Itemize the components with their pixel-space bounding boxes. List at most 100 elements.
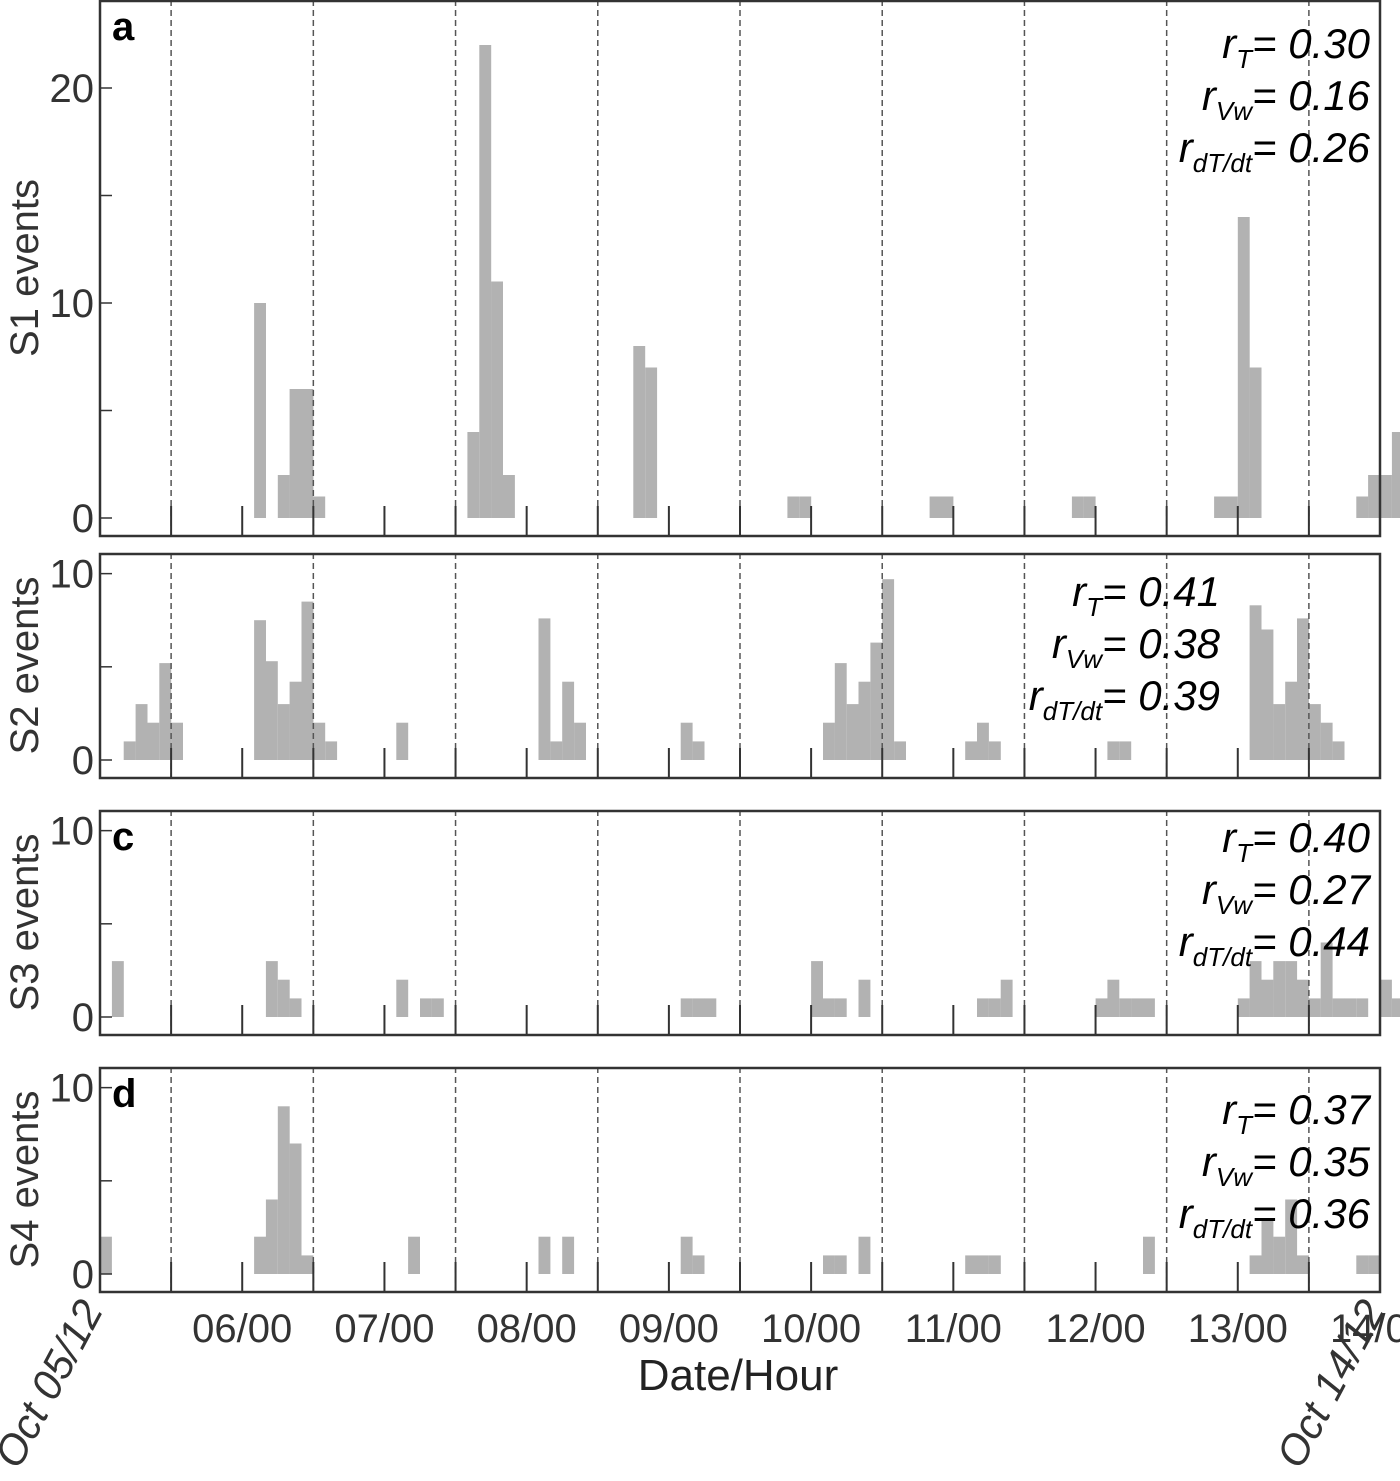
y-tick-label: 10 — [50, 810, 95, 854]
panel-frame — [98, 552, 1382, 780]
bar — [941, 496, 954, 518]
bar — [704, 998, 717, 1017]
bar — [265, 1199, 278, 1274]
bar — [823, 998, 835, 1017]
bar — [289, 389, 302, 518]
bar — [1332, 998, 1345, 1017]
bar — [1380, 979, 1392, 1017]
y-tick-label: 10 — [50, 282, 95, 326]
bar — [159, 663, 172, 760]
x-tick-label: 12/00 — [1046, 1307, 1146, 1351]
bar — [858, 1236, 871, 1274]
bar — [111, 961, 124, 1017]
bar — [301, 1255, 314, 1274]
correlation-stat: rT= 0.37 — [1222, 1086, 1371, 1140]
bar — [1249, 367, 1262, 518]
bar — [823, 722, 835, 760]
bar — [431, 998, 444, 1017]
x-tick-label: 10/00 — [761, 1307, 861, 1351]
bar — [1143, 1236, 1155, 1274]
bar — [313, 496, 326, 518]
bar — [265, 661, 278, 760]
bar — [799, 496, 812, 518]
bar — [503, 475, 515, 518]
bar — [1356, 998, 1369, 1017]
bar — [1308, 704, 1321, 760]
bar — [870, 642, 883, 760]
bar — [846, 704, 859, 760]
bar — [313, 722, 326, 760]
x-tick-label: 13/00 — [1188, 1307, 1288, 1351]
correlation-stat: rVw= 0.16 — [1202, 72, 1371, 126]
correlation-stat: rT= 0.40 — [1222, 814, 1370, 868]
bar — [1368, 475, 1380, 518]
y-axis-label: S4 events — [3, 1091, 47, 1269]
bar — [1107, 979, 1120, 1017]
bar — [301, 601, 314, 760]
bar — [277, 1106, 290, 1274]
bar — [977, 722, 989, 760]
bar — [1261, 629, 1274, 760]
bar — [408, 1236, 420, 1274]
bar — [1249, 961, 1262, 1017]
bar — [1119, 741, 1132, 760]
bar — [254, 1236, 266, 1274]
x-tick-label: 08/00 — [477, 1307, 577, 1351]
bar — [977, 1255, 989, 1274]
bar — [1249, 1255, 1262, 1274]
bar — [1332, 741, 1345, 760]
bar — [254, 303, 266, 518]
y-tick-label: 10 — [50, 553, 95, 597]
bar — [1237, 217, 1250, 518]
correlation-stat: rdT/dt= 0.36 — [1179, 1190, 1371, 1244]
bar — [965, 741, 978, 760]
y-tick-label: 0 — [72, 1253, 94, 1297]
bar — [1131, 998, 1143, 1017]
bar — [1273, 704, 1286, 760]
y-tick-label: 0 — [72, 996, 94, 1040]
bar — [135, 704, 148, 760]
bar — [265, 961, 278, 1017]
bar — [301, 389, 314, 518]
bar — [692, 998, 705, 1017]
bar — [538, 618, 551, 760]
bar — [1095, 998, 1108, 1017]
bar — [1083, 496, 1096, 518]
bar — [1107, 741, 1120, 760]
bar — [1000, 979, 1013, 1017]
y-tick-label: 0 — [72, 497, 94, 541]
bar — [858, 979, 871, 1017]
x-tick-label: 07/00 — [334, 1307, 434, 1351]
bar — [1320, 942, 1333, 1017]
bar — [1273, 1236, 1286, 1274]
bar — [1285, 1199, 1298, 1274]
panel-frame — [98, 0, 1382, 538]
bar — [834, 1255, 847, 1274]
bar — [633, 346, 646, 518]
y-axis-label: S2 events — [3, 577, 47, 755]
bar — [562, 1236, 575, 1274]
panel-label: d — [112, 1072, 136, 1116]
bar — [1261, 1218, 1274, 1274]
panel-frame — [98, 1066, 1382, 1294]
bar — [882, 579, 895, 760]
correlation-stat: rT= 0.30 — [1222, 20, 1370, 74]
bar — [289, 681, 302, 760]
bar — [562, 681, 575, 760]
y-tick-label: 20 — [50, 67, 95, 111]
bar — [1214, 496, 1226, 518]
panel-label: c — [112, 815, 134, 859]
bar — [277, 704, 290, 760]
bar — [1297, 1255, 1309, 1274]
bar — [811, 961, 823, 1017]
bar — [289, 998, 302, 1017]
bar — [1368, 1255, 1380, 1274]
x-tick-label: 06/00 — [192, 1307, 292, 1351]
bar — [834, 998, 847, 1017]
bar — [988, 741, 1001, 760]
bar — [1143, 998, 1155, 1017]
y-tick-label: 0 — [72, 739, 94, 783]
bar — [277, 475, 290, 518]
